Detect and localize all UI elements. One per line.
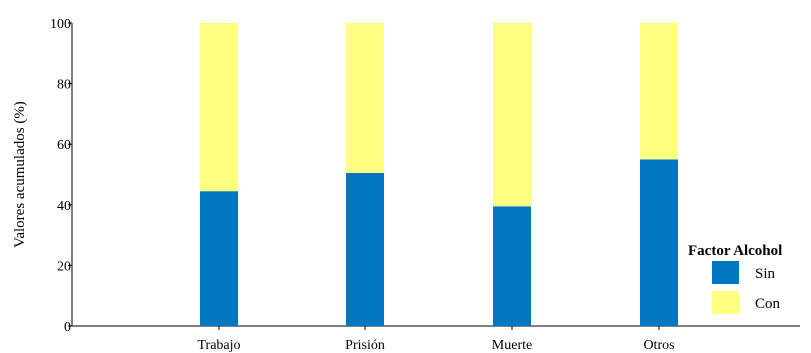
bar-sin-prisión [346,172,384,326]
legend: Factor Alcohol Sin Con [688,243,782,314]
y-axis-label: Valores acumulados (%) [12,101,28,248]
y-tick-label: 40 [57,199,71,214]
bar-sin-otros [640,159,678,326]
y-tick-label: 60 [57,138,71,153]
bar-con-prisión [346,23,384,173]
legend-swatch-con [712,291,739,314]
axes [68,22,800,330]
y-tick-label: 100 [50,17,71,32]
x-tick-label: Otros [643,338,674,353]
tick-labels: 0 20 40 60 80 100 Trabajo Prisión Muerte Otros [50,17,675,353]
bar-sin-muerte [493,206,531,326]
legend-title: Factor Alcohol [688,243,782,259]
x-tick-label: Trabajo [197,338,240,353]
x-tick-label: Muerte [492,338,532,353]
x-tick-label: Prisión [345,338,385,353]
y-tick-label: 20 [57,259,71,274]
bar-con-muerte [493,23,531,207]
legend-label-sin: Sin [755,266,776,282]
bars-group [200,23,678,326]
bar-sin-trabajo [200,191,238,326]
legend-label-con: Con [755,296,781,312]
y-tick-label: 80 [57,78,71,93]
bar-con-trabajo [200,23,238,192]
legend-swatch-sin [712,261,739,284]
y-tick-label: 0 [64,320,71,335]
bar-con-otros [640,23,678,160]
